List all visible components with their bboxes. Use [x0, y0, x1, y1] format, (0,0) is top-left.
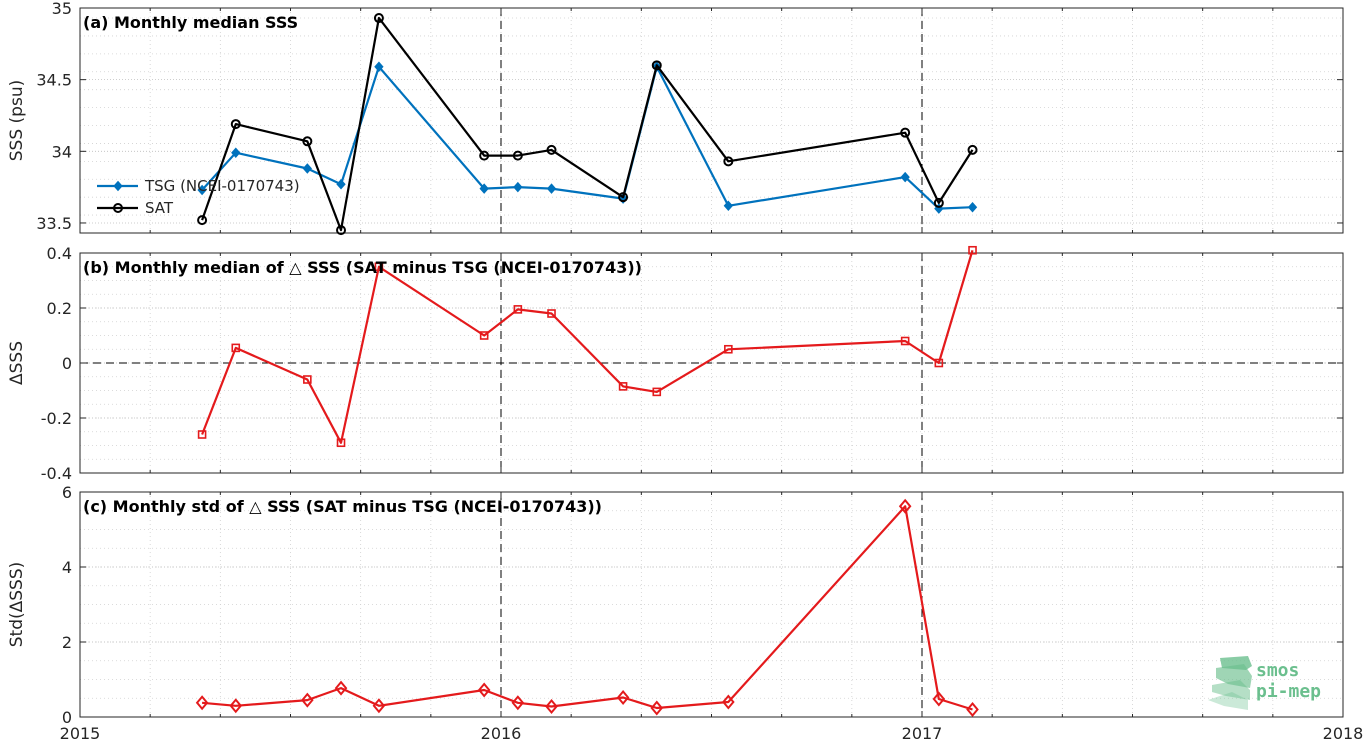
legend-label: TSG (NCEI-0170743): [144, 177, 300, 195]
x-tick-label: 2018: [1323, 724, 1364, 743]
data-point: [511, 695, 525, 711]
data-point: [546, 144, 557, 155]
data-point: [723, 200, 734, 212]
data-point: [302, 136, 313, 147]
series-0: [197, 61, 978, 214]
data-point: [652, 387, 662, 397]
series-line: [201, 249, 974, 444]
data-point: [967, 144, 978, 155]
panel-c-std-delta-sss: 0 2 4 6 2015 2016 2017 2018 Std(ΔSSS) (c) Monthly…: [7, 483, 1363, 743]
data-point: [968, 245, 977, 255]
data-point: [479, 150, 490, 161]
data-point: [336, 438, 346, 448]
data-point: [230, 119, 241, 130]
series-0: [195, 498, 979, 718]
data-point: [724, 344, 733, 354]
data-point: [898, 498, 912, 514]
data-point: [900, 171, 910, 183]
data-point: [545, 698, 558, 715]
y-tick-label: 0: [62, 708, 72, 727]
data-point: [477, 682, 491, 698]
y-axis-label: SSS (psu): [7, 80, 27, 161]
y-tick-label: -0.2: [41, 409, 72, 428]
data-point: [618, 192, 629, 203]
data-point: [650, 700, 664, 716]
legend: TSG (NCEI-0170743) SAT: [97, 177, 300, 217]
data-point: [900, 336, 910, 346]
grid: [79, 7, 1344, 234]
data-point: [197, 184, 207, 196]
y-tick-label: 33.5: [36, 214, 72, 233]
data-point: [197, 215, 208, 226]
data-point: [302, 163, 313, 174]
series-line: [201, 65, 973, 210]
data-point: [933, 197, 944, 208]
data-point: [723, 156, 734, 167]
y-tick-label: 35: [52, 0, 72, 18]
x-tick-label: 2016: [481, 724, 522, 743]
panel-title: (a) Monthly median SSS: [83, 13, 298, 32]
data-point: [618, 382, 628, 391]
y-axis-label: ΔSSS: [7, 341, 27, 385]
x-tick-label: 2017: [902, 724, 943, 743]
data-point: [374, 262, 384, 272]
logo-text-line2: pi-mep: [1256, 681, 1321, 702]
data-point: [479, 183, 489, 194]
data-point: [113, 203, 123, 213]
data-point: [372, 698, 386, 714]
data-point: [513, 181, 523, 193]
y-tick-label: 0.2: [47, 299, 72, 318]
data-point: [113, 180, 123, 192]
y-tick-label: -0.4: [41, 464, 72, 483]
y-tick-label: 0: [62, 354, 72, 373]
data-point: [616, 689, 630, 706]
data-point: [722, 694, 735, 710]
data-point: [373, 13, 384, 24]
data-point: [231, 343, 241, 353]
panel-a-median-sss: 33.5 34 34.5 35 SSS (psu) (a) Monthly median …: [7, 0, 1344, 236]
data-point: [301, 692, 314, 708]
data-point: [479, 331, 489, 340]
data-point: [547, 309, 556, 318]
y-tick-label: 6: [62, 483, 72, 502]
data-point: [303, 375, 312, 384]
data-point: [966, 701, 979, 718]
data-point: [651, 60, 662, 71]
data-point: [546, 183, 557, 194]
data-point: [932, 691, 946, 707]
data-point: [334, 680, 348, 696]
series-0: [197, 245, 977, 448]
legend-label: SAT: [145, 199, 174, 217]
y-axis-label: Std(ΔSSS): [7, 562, 27, 648]
y-tick-label: 34.5: [36, 71, 72, 90]
y-tick-label: 2: [62, 633, 72, 652]
data-point: [336, 225, 347, 236]
data-point: [374, 61, 384, 73]
data-point: [197, 430, 207, 439]
data-point: [934, 358, 944, 368]
logo-shape: [1220, 656, 1252, 670]
logo-text-line1: smos: [1256, 660, 1299, 681]
series-line: [201, 16, 974, 232]
series-1: [197, 13, 978, 236]
data-point: [900, 127, 911, 138]
data-point: [231, 147, 241, 158]
logo-shape: [1216, 664, 1252, 688]
panel-title: (c) Monthly std of △ SSS (SAT minus TSG …: [83, 497, 602, 516]
data-point: [967, 201, 978, 213]
y-tick-label: 0.4: [47, 244, 72, 263]
data-point: [229, 698, 243, 714]
data-point: [336, 179, 346, 190]
panel-b-median-delta-sss: -0.4 -0.2 0 0.2 0.4 ΔSSS (b) Monthly median of…: [7, 244, 1344, 483]
y-tick-label: 4: [62, 558, 72, 577]
series-line: [202, 505, 973, 711]
data-point: [513, 305, 523, 314]
panel-title: (b) Monthly median of △ SSS (SAT minus T…: [83, 258, 642, 277]
data-point: [195, 695, 209, 711]
y-tick-label: 34: [52, 142, 72, 161]
x-tick-label: 2015: [60, 724, 101, 743]
data-point: [512, 150, 523, 161]
